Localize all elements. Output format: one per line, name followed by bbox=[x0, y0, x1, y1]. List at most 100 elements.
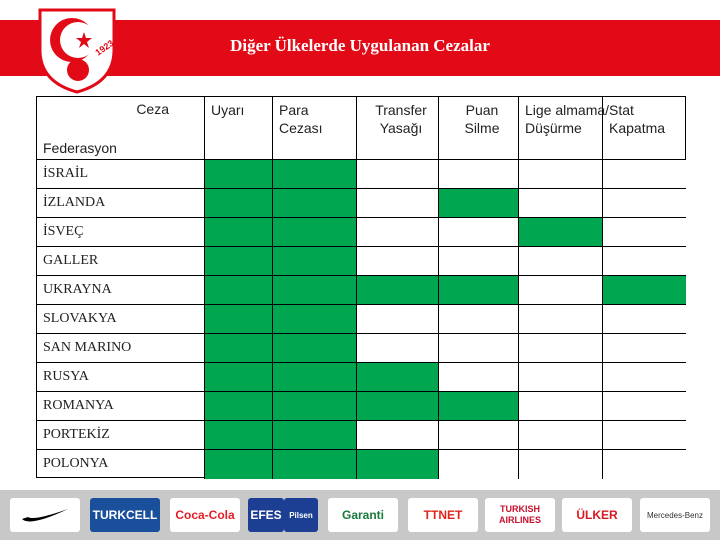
penalty-applied-cell bbox=[205, 247, 273, 276]
penalty-applied-cell bbox=[205, 392, 273, 421]
sponsor-bar: TURKCELL Coca-Cola EFES Pilsen Garanti TTNET T… bbox=[0, 490, 720, 540]
penalty-cell bbox=[603, 305, 686, 334]
federation-cell: POLONYA bbox=[37, 450, 205, 479]
sponsor-logo: Pilsen bbox=[284, 498, 318, 532]
federation-cell: ROMANYA bbox=[37, 392, 205, 421]
federation-cell: RUSYA bbox=[37, 363, 205, 392]
penalty-cell bbox=[439, 334, 519, 363]
penalty-applied-cell bbox=[273, 392, 357, 421]
penalty-applied-cell bbox=[273, 218, 357, 247]
penalty-cell bbox=[603, 363, 686, 392]
penalty-applied-cell bbox=[273, 305, 357, 334]
penalty-cell bbox=[519, 189, 603, 218]
penalty-cell bbox=[439, 305, 519, 334]
penalty-cell bbox=[357, 334, 439, 363]
penalty-cell bbox=[357, 421, 439, 450]
penalty-applied-cell bbox=[273, 450, 357, 479]
header-band bbox=[0, 20, 720, 76]
penalty-cell bbox=[603, 450, 686, 479]
penalty-applied-cell bbox=[357, 392, 439, 421]
penalty-applied-cell bbox=[205, 421, 273, 450]
penalty-cell bbox=[357, 247, 439, 276]
federation-cell: SAN MARINO bbox=[37, 334, 205, 363]
penalty-applied-cell bbox=[205, 363, 273, 392]
penalty-cell bbox=[439, 160, 519, 189]
sponsor-logo: TURKCELL bbox=[90, 498, 160, 532]
penalty-cell bbox=[439, 450, 519, 479]
column-header: Stat Kapatma bbox=[603, 97, 686, 160]
penalty-applied-cell bbox=[439, 392, 519, 421]
penalty-cell bbox=[519, 421, 603, 450]
penalty-cell bbox=[357, 305, 439, 334]
penalty-cell bbox=[603, 218, 686, 247]
column-header: Lige almama/ Düşürme bbox=[519, 97, 609, 160]
federation-cell: İSRAİL bbox=[37, 160, 205, 189]
sponsor-logo: Mercedes-Benz bbox=[640, 498, 710, 532]
federation-cell: PORTEKİZ bbox=[37, 421, 205, 450]
penalty-cell bbox=[603, 392, 686, 421]
penalty-applied-cell bbox=[603, 276, 686, 305]
federation-cell: İZLANDA bbox=[37, 189, 205, 218]
penalty-cell bbox=[357, 160, 439, 189]
logo: 1923 bbox=[38, 8, 116, 94]
federation-cell: İSVEÇ bbox=[37, 218, 205, 247]
sponsor-logo: Coca-Cola bbox=[170, 498, 240, 532]
penalty-cell bbox=[357, 189, 439, 218]
column-header: Transfer Yasağı bbox=[357, 97, 439, 160]
column-header: Uyarı bbox=[205, 97, 273, 160]
sponsor-logo: TURKISH AIRLINES bbox=[485, 498, 555, 532]
penalty-applied-cell bbox=[273, 247, 357, 276]
penalty-cell bbox=[439, 363, 519, 392]
federation-cell: GALLER bbox=[37, 247, 205, 276]
sponsor-logo bbox=[10, 498, 80, 532]
penalty-applied-cell bbox=[519, 218, 603, 247]
column-header-text: Para Cezası bbox=[279, 102, 323, 136]
federation-cell: SLOVAKYA bbox=[37, 305, 205, 334]
penalty-applied-cell bbox=[439, 276, 519, 305]
corner-bottom: Federasyon bbox=[43, 140, 117, 156]
penalty-cell bbox=[439, 247, 519, 276]
penalty-cell bbox=[519, 363, 603, 392]
sponsor-logo: Garanti bbox=[328, 498, 398, 532]
penalty-applied-cell bbox=[439, 189, 519, 218]
penalty-cell bbox=[603, 334, 686, 363]
penalty-applied-cell bbox=[357, 276, 439, 305]
penalty-cell bbox=[357, 218, 439, 247]
penalty-cell bbox=[519, 276, 603, 305]
column-header: Para Cezası bbox=[273, 97, 357, 160]
penalty-applied-cell bbox=[205, 450, 273, 479]
penalty-applied-cell bbox=[273, 334, 357, 363]
penalty-applied-cell bbox=[273, 421, 357, 450]
penalty-applied-cell bbox=[205, 305, 273, 334]
penalty-applied-cell bbox=[273, 363, 357, 392]
federation-cell: UKRAYNA bbox=[37, 276, 205, 305]
penalty-applied-cell bbox=[357, 450, 439, 479]
column-header-text: Transfer Yasağı bbox=[375, 102, 427, 136]
column-header: Puan Silme bbox=[439, 97, 519, 160]
penalty-applied-cell bbox=[205, 189, 273, 218]
sponsor-logo: EFES bbox=[248, 498, 284, 532]
penalty-cell bbox=[519, 392, 603, 421]
penalty-cell bbox=[519, 305, 603, 334]
column-header-text: Lige almama/ Düşürme bbox=[525, 102, 610, 136]
penalty-applied-cell bbox=[205, 218, 273, 247]
corner-cell: Ceza Federasyon bbox=[37, 97, 205, 160]
penalty-cell bbox=[519, 160, 603, 189]
sponsor-logo: ÜLKER bbox=[562, 498, 632, 532]
penalty-cell bbox=[603, 189, 686, 218]
penalty-applied-cell bbox=[205, 276, 273, 305]
penalty-applied-cell bbox=[205, 334, 273, 363]
penalty-applied-cell bbox=[357, 363, 439, 392]
title: Diğer Ülkelerde Uygulanan Cezalar bbox=[230, 36, 490, 55]
penalty-cell bbox=[439, 421, 519, 450]
penalty-applied-cell bbox=[273, 276, 357, 305]
penalty-cell bbox=[603, 421, 686, 450]
column-header-text: Uyarı bbox=[211, 102, 245, 118]
sponsor-logo: TTNET bbox=[408, 498, 478, 532]
penalty-cell bbox=[603, 160, 686, 189]
penalty-applied-cell bbox=[273, 189, 357, 218]
penalty-applied-cell bbox=[273, 160, 357, 189]
column-header-text: Stat Kapatma bbox=[609, 102, 666, 136]
column-header-text: Puan Silme bbox=[464, 102, 500, 136]
